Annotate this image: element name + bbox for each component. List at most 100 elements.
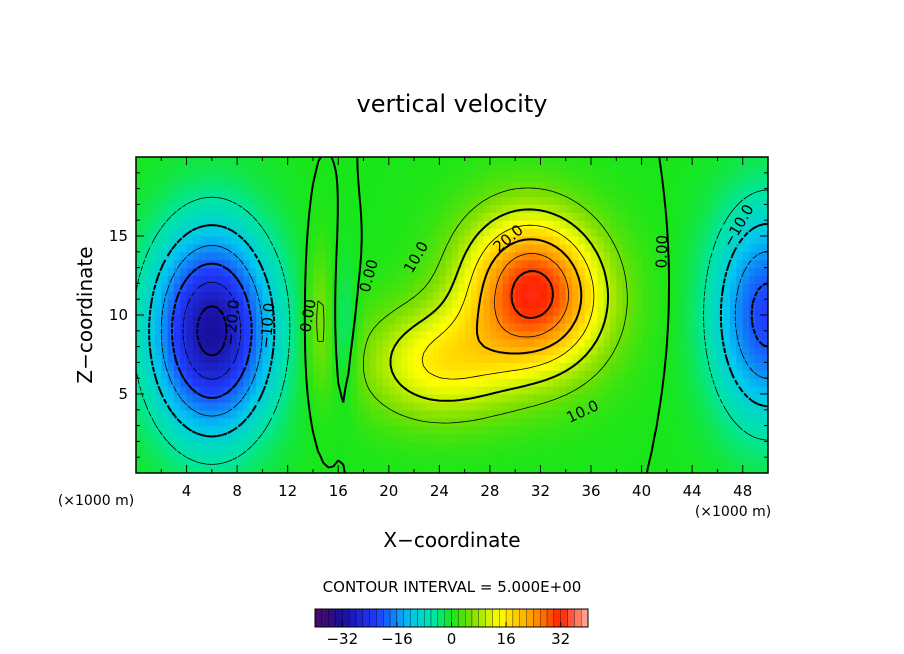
heatmap-cell: [749, 180, 756, 190]
heatmap-cell: [376, 330, 384, 340]
heatmap-cell: [363, 164, 371, 174]
heatmap-cell: [268, 370, 276, 379]
heatmap-cell: [666, 204, 674, 213]
heatmap-cell: [616, 172, 624, 182]
heatmap-cell: [287, 180, 295, 190]
heatmap-cell: [483, 172, 491, 182]
heatmap-cell: [281, 386, 289, 395]
heatmap-cell: [154, 236, 162, 245]
heatmap-cell: [546, 330, 554, 340]
heatmap-cell: [161, 259, 169, 269]
heatmap-cell: [243, 346, 251, 356]
heatmap-cell: [395, 315, 403, 324]
heatmap-cell: [464, 330, 472, 340]
heatmap-cell: [376, 220, 384, 229]
heatmap-cell: [363, 172, 371, 182]
heatmap-cell: [180, 394, 188, 403]
heatmap-cell: [603, 401, 611, 411]
heatmap-cell: [584, 409, 592, 419]
heatmap-cell: [445, 243, 453, 253]
heatmap-cell: [673, 228, 681, 237]
heatmap-cell: [635, 322, 643, 332]
heatmap-cell: [679, 338, 687, 348]
colorbar-cell: [348, 608, 357, 628]
heatmap-cell: [192, 307, 200, 316]
heatmap-cell: [730, 362, 737, 371]
heatmap-cell: [546, 322, 554, 332]
heatmap-cell: [312, 251, 320, 261]
heatmap-cell: [597, 394, 605, 403]
heatmap-cell: [230, 188, 238, 198]
heatmap-cell: [711, 417, 719, 427]
heatmap-cell: [616, 465, 624, 473]
heatmap-cell: [698, 370, 706, 379]
heatmap-cell: [350, 370, 358, 379]
heatmap-cell: [268, 267, 276, 277]
heatmap-cell: [173, 322, 181, 332]
heatmap-cell: [363, 243, 371, 253]
heatmap-cell: [439, 401, 447, 411]
heatmap-cell: [591, 386, 598, 395]
heatmap-cell: [521, 457, 529, 466]
heatmap-cell: [338, 401, 346, 411]
heatmap-cell: [578, 362, 586, 371]
heatmap-cell: [161, 236, 169, 245]
heatmap-cell: [685, 267, 693, 277]
heatmap-cell: [167, 386, 175, 395]
heatmap-cell: [357, 157, 365, 166]
heatmap-cell: [749, 449, 756, 458]
heatmap-cell: [717, 220, 725, 229]
heatmap-cell: [161, 196, 169, 205]
heatmap-cell: [622, 259, 630, 269]
heatmap-cell: [192, 409, 200, 419]
heatmap-cell: [445, 386, 453, 395]
heatmap-cell: [591, 236, 598, 245]
heatmap-cell: [186, 204, 194, 213]
heatmap-cell: [628, 188, 636, 198]
heatmap-cell: [388, 449, 396, 458]
heatmap-cell: [439, 236, 447, 245]
heatmap-cell: [218, 220, 226, 229]
heatmap-cell: [685, 204, 693, 213]
heatmap-cell: [136, 330, 143, 340]
heatmap-cell: [559, 164, 567, 174]
heatmap-cell: [584, 267, 592, 277]
heatmap-cell: [458, 212, 466, 221]
heatmap-cell: [666, 433, 674, 442]
colorbar-cell: [512, 608, 520, 628]
heatmap-cell: [136, 220, 143, 229]
heatmap-cell: [673, 299, 681, 308]
heatmap-cell: [470, 307, 478, 316]
heatmap-cell: [256, 362, 263, 371]
heatmap-cell: [275, 204, 282, 213]
heatmap-cell: [534, 275, 542, 284]
heatmap-cell: [553, 164, 561, 174]
heatmap-cell: [357, 275, 365, 284]
heatmap-cell: [180, 433, 188, 442]
heatmap-cell: [275, 354, 282, 363]
heatmap-cell: [458, 338, 466, 348]
heatmap-cell: [704, 212, 712, 221]
heatmap-cell: [730, 338, 737, 348]
heatmap-cell: [331, 354, 339, 363]
heatmap-cell: [489, 378, 497, 387]
heatmap-cell: [603, 457, 611, 466]
heatmap-cell: [717, 433, 725, 442]
heatmap-cell: [388, 172, 396, 182]
heatmap-cell: [407, 267, 415, 277]
heatmap-cell: [540, 220, 548, 229]
heatmap-cell: [654, 338, 662, 348]
heatmap-cell: [395, 322, 403, 332]
heatmap-cell: [628, 307, 636, 316]
heatmap-cell: [489, 409, 497, 419]
heatmap-cell: [654, 441, 662, 450]
heatmap-cell: [458, 315, 466, 324]
heatmap-cell: [281, 441, 289, 450]
heatmap-cell: [281, 330, 289, 340]
heatmap-cell: [572, 338, 579, 348]
heatmap-cell: [376, 354, 384, 363]
heatmap-cell: [628, 196, 636, 205]
heatmap-cell: [755, 330, 763, 340]
heatmap-cell: [439, 220, 447, 229]
heatmap-cell: [407, 275, 415, 284]
